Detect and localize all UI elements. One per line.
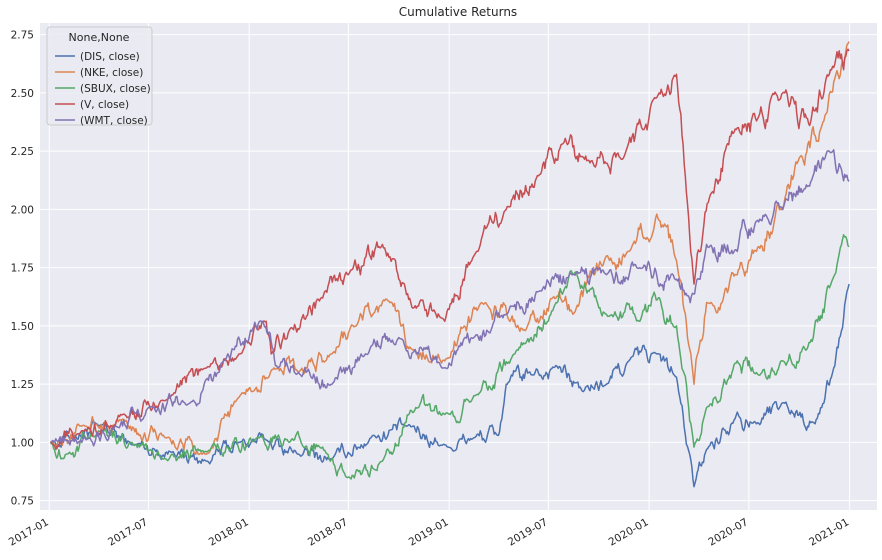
x-tick-label: 2017-07	[106, 516, 150, 548]
y-tick-label: 1.25	[11, 379, 34, 391]
y-axis: 0.75 1.00 1.25 1.50 1.75 2.00 2.25 2.50 2.75	[11, 30, 34, 508]
plot-area	[40, 23, 877, 510]
y-tick-label: 1.75	[11, 263, 34, 275]
series-line	[50, 48, 850, 451]
x-tick-label: 2018-01	[207, 516, 251, 548]
series-line	[49, 234, 850, 480]
legend-entry: (WMT, close)	[80, 115, 148, 127]
x-tick-label: 2019-07	[506, 516, 550, 548]
x-tick-label: 2020-01	[607, 516, 651, 548]
x-tick-label: 2018-07	[306, 516, 350, 548]
y-tick-label: 2.00	[11, 204, 34, 216]
y-tick-label: 1.00	[11, 437, 34, 449]
series-layer	[49, 41, 850, 488]
legend: None,None (DIS, close) (NKE, close) (SBUX,…	[46, 26, 153, 127]
legend-entry: (SBUX, close)	[80, 83, 151, 95]
legend-entry: (DIS, close)	[80, 51, 140, 63]
series-line	[50, 149, 850, 447]
legend-title: None,None	[69, 31, 130, 44]
legend-box	[46, 26, 153, 126]
y-tick-label: 2.75	[11, 30, 34, 42]
x-axis: 2017-01 2017-07 2018-01 2018-07 2019-01 2019-…	[7, 516, 851, 548]
legend-entry: (NKE, close)	[80, 67, 143, 79]
x-tick-label: 2017-01	[7, 516, 51, 548]
legend-entry: (V, close)	[80, 99, 129, 111]
y-tick-label: 2.50	[11, 88, 34, 100]
y-tick-label: 0.75	[11, 496, 34, 508]
x-tick-label: 2021-01	[807, 516, 851, 548]
x-tick-label: 2020-07	[706, 516, 750, 548]
y-tick-label: 2.25	[11, 146, 34, 158]
x-tick-label: 2019-01	[407, 516, 451, 548]
chart-title: Cumulative Returns	[399, 5, 517, 19]
series-line	[49, 41, 850, 456]
y-tick-label: 1.50	[11, 321, 34, 333]
